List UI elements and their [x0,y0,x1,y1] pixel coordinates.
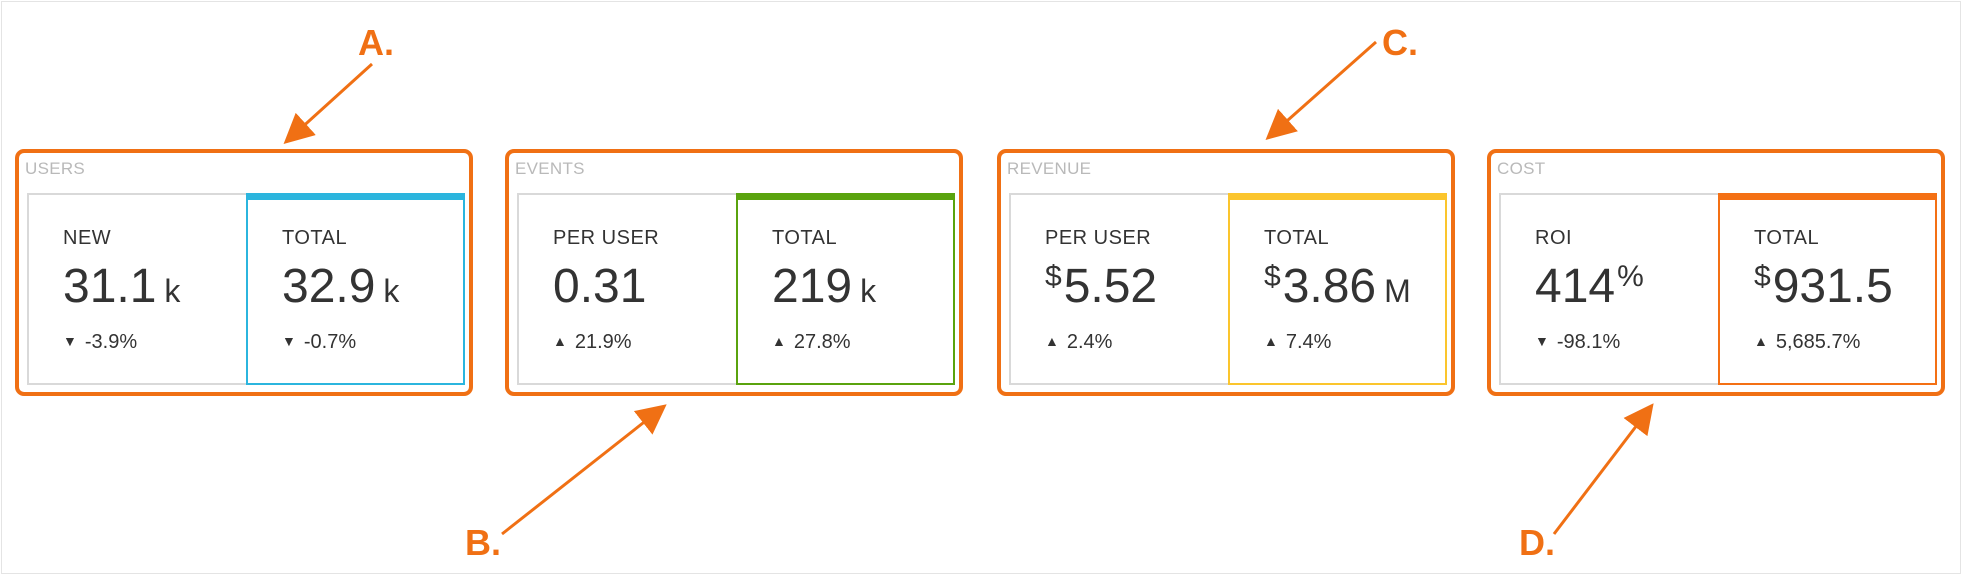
metric-value: 0.31 [553,260,647,313]
events-metric-group: EVENTS PER USER 0.31 ▲ 21.9% TOTAL 219 k ▲… [505,149,963,396]
arrow-d [1552,403,1654,535]
callout-label-c: C. [1382,22,1418,63]
metric-value: 219 k [772,260,877,313]
metric-label: TOTAL [1754,227,1820,249]
arrow-b [501,404,667,536]
metric-label: ROI [1535,227,1573,249]
metric-change: ▲ 7.4% [1264,331,1332,353]
cost-total-panel[interactable]: TOTAL $931.5 ▲ 5,685.7% [1718,193,1937,385]
revenue-total-panel[interactable]: TOTAL $3.86 M ▲ 7.4% [1228,193,1447,385]
panel-accent-bar [736,193,955,200]
trend-up-icon: ▲ [1045,333,1059,349]
users-new-panel[interactable]: NEW 31.1 k ▼ -3.9% [27,193,246,385]
revenue-per-user-panel[interactable]: PER USER $5.52 ▲ 2.4% [1009,193,1228,385]
group-title-cost: COST [1497,159,1546,178]
metric-value: $5.52 [1045,260,1158,313]
users-metric-group: USERS NEW 31.1 k ▼ -3.9% TOTAL 32.9 k ▼ -0.7… [15,149,473,396]
callout-label-b: B. [465,522,501,563]
metric-label: NEW [63,227,112,249]
panel-accent-bar [246,193,465,200]
trend-down-icon: ▼ [282,333,296,349]
arrow-a [283,62,374,145]
metric-change: ▼ -3.9% [63,331,138,353]
metric-value: 414% [1535,260,1644,313]
revenue-metric-group: REVENUE PER USER $5.52 ▲ 2.4% TOTAL $3.86… [997,149,1455,396]
trend-up-icon: ▲ [1264,333,1278,349]
metric-change: ▲ 2.4% [1045,331,1113,353]
metric-label: TOTAL [772,227,838,249]
callout-label-a: A. [358,22,394,63]
cost-metric-group: COST ROI 414% ▼ -98.1% TOTAL $931.5 ▲ 5,68… [1487,149,1945,396]
metric-value: 31.1 k [63,260,181,313]
metric-change: ▲ 21.9% [553,331,632,353]
events-per-user-panel[interactable]: PER USER 0.31 ▲ 21.9% [517,193,736,385]
trend-up-icon: ▲ [1754,333,1768,349]
metric-value: $3.86 M [1264,260,1411,313]
metric-value: $931.5 [1754,260,1893,313]
metric-change: ▼ -0.7% [282,331,357,353]
metric-change: ▼ -98.1% [1535,331,1621,353]
arrow-c [1265,40,1377,140]
metric-label: TOTAL [282,227,348,249]
trend-up-icon: ▲ [553,333,567,349]
group-title-users: USERS [25,159,86,178]
metric-change: ▲ 27.8% [772,331,851,353]
metric-value: 32.9 k [282,260,400,313]
metric-label: PER USER [1045,227,1152,249]
callout-label-d: D. [1519,522,1555,563]
cost-roi-panel[interactable]: ROI 414% ▼ -98.1% [1499,193,1718,385]
group-title-revenue: REVENUE [1007,159,1092,178]
trend-down-icon: ▼ [1535,333,1549,349]
metric-change: ▲ 5,685.7% [1754,331,1861,353]
events-total-panel[interactable]: TOTAL 219 k ▲ 27.8% [736,193,955,385]
group-title-events: EVENTS [515,159,585,178]
metric-label: PER USER [553,227,660,249]
panel-accent-bar [1228,193,1447,200]
trend-down-icon: ▼ [63,333,77,349]
panel-accent-bar [1718,193,1937,200]
trend-up-icon: ▲ [772,333,786,349]
users-total-panel[interactable]: TOTAL 32.9 k ▼ -0.7% [246,193,465,385]
metric-label: TOTAL [1264,227,1330,249]
